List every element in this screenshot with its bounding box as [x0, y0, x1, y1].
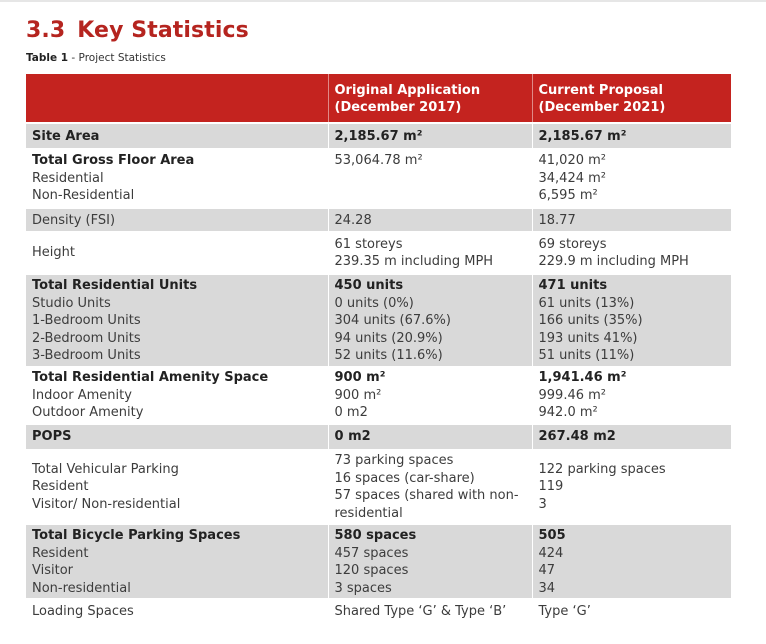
- row-gross-floor-area: Total Gross Floor Area Residential Non-R…: [26, 148, 731, 208]
- row-loading-spaces: Loading Spaces Shared Type ‘G’ & Type ‘B…: [26, 598, 731, 623]
- section-number: 3.3: [26, 18, 66, 43]
- section-title: Key Statistics: [77, 18, 249, 43]
- current-value: 69 storeys: [538, 236, 607, 252]
- header-empty: [26, 74, 328, 123]
- top-divider: [0, 0, 766, 2]
- row-residential-units: Total Residential Units Studio Units 1-B…: [26, 273, 731, 367]
- original-value: 16 spaces (car-share): [334, 470, 475, 486]
- project-statistics-table: Original Application (December 2017) Cur…: [26, 74, 731, 623]
- row-sublabel: Residential: [32, 170, 104, 186]
- row-label: Total Vehicular Parking: [32, 461, 179, 477]
- row-label: POPS: [32, 429, 72, 444]
- original-value: 3 spaces: [334, 580, 392, 596]
- section-heading: 3.3 Key Statistics: [26, 18, 249, 43]
- header-current-proposal: Current Proposal (December 2021): [531, 74, 731, 123]
- original-value: 61 storeys: [334, 236, 403, 252]
- original-value: 52 units (11.6%): [334, 348, 443, 363]
- current-value: 193 units 41%): [538, 330, 638, 346]
- row-sublabel: Non-residential: [32, 580, 131, 596]
- current-value: 267.48 m2: [538, 429, 616, 444]
- row-label: Total Gross Floor Area: [32, 153, 195, 168]
- table-caption-label: Table 1: [26, 52, 69, 64]
- row-sublabel: Indoor Amenity: [32, 387, 132, 403]
- original-value: 450 units: [334, 278, 404, 293]
- row-label: Total Bicycle Parking Spaces: [32, 528, 241, 543]
- row-amenity-space: Total Residential Amenity Space Indoor A…: [26, 366, 731, 424]
- original-value: 304 units (67.6%): [334, 313, 451, 328]
- current-value: 51 units (11%): [538, 348, 635, 363]
- current-value: 119: [538, 479, 564, 495]
- row-sublabel: 3-Bedroom Units: [32, 348, 141, 363]
- current-value: 34: [538, 580, 556, 596]
- original-value: 24.28: [334, 213, 372, 228]
- original-value: 0 m2: [334, 405, 368, 420]
- current-value: 3: [538, 496, 547, 512]
- current-value: 6,595 m²: [538, 188, 598, 203]
- current-value: 471 units: [538, 278, 608, 293]
- current-value: 18.77: [538, 213, 576, 228]
- row-pops: POPS 0 m2 267.48 m2: [26, 423, 731, 450]
- row-sublabel: Visitor/ Non-residential: [32, 496, 181, 512]
- original-value: 900 m²: [334, 370, 386, 385]
- original-value: 900 m²: [334, 387, 382, 403]
- original-value: Shared Type ‘G’ & Type ‘B’: [334, 604, 507, 619]
- original-value: 53,064.78 m²: [334, 153, 423, 168]
- row-sublabel: 1-Bedroom Units: [32, 313, 141, 328]
- row-sublabel: Visitor: [32, 563, 73, 578]
- row-sublabel: 2-Bedroom Units: [32, 330, 141, 346]
- original-value: 457 spaces: [334, 545, 409, 561]
- original-value: 57 spaces (shared with non-: [334, 488, 519, 503]
- row-label: Loading Spaces: [32, 604, 134, 619]
- current-value: 47: [538, 563, 556, 578]
- row-vehicular-parking: Total Vehicular Parking Resident Visitor…: [26, 449, 731, 524]
- current-value: 166 units (35%): [538, 313, 643, 328]
- current-value: 1,941.46 m²: [538, 370, 627, 385]
- original-value: 2,185.67 m²: [334, 129, 423, 144]
- row-sublabel: Outdoor Amenity: [32, 405, 144, 420]
- row-height: Height 61 storeys 239.35 m including MPH…: [26, 231, 731, 274]
- row-density: Density (FSI) 24.28 18.77: [26, 207, 731, 232]
- row-sublabel: Resident: [32, 545, 89, 561]
- row-label: Total Residential Amenity Space: [32, 370, 269, 385]
- current-value: 2,185.67 m²: [538, 129, 627, 144]
- row-sublabel: Resident: [32, 479, 89, 495]
- table-caption: Table 1 - Project Statistics: [26, 52, 166, 64]
- current-value: 942.0 m²: [538, 405, 598, 420]
- row-sublabel: Non-Residential: [32, 188, 135, 203]
- row-label: Total Residential Units: [32, 278, 198, 293]
- row-label: Height: [32, 245, 75, 261]
- current-value: 505: [538, 528, 566, 543]
- current-value: 34,424 m²: [538, 170, 607, 186]
- original-value: 73 parking spaces: [334, 453, 454, 468]
- row-sublabel: Studio Units: [32, 295, 111, 311]
- current-value: 229.9 m including MPH: [538, 254, 689, 269]
- original-value: residential: [334, 505, 403, 521]
- original-value: 0 units (0%): [334, 295, 414, 311]
- original-value: 239.35 m including MPH: [334, 254, 494, 269]
- table-caption-text: - Project Statistics: [68, 52, 166, 64]
- original-value: 120 spaces: [334, 563, 409, 578]
- current-value: 122 parking spaces: [538, 461, 666, 477]
- original-value: 580 spaces: [334, 528, 417, 543]
- row-label: Site Area: [32, 129, 100, 144]
- row-bicycle-parking: Total Bicycle Parking Spaces Resident Vi…: [26, 523, 731, 599]
- current-value: 61 units (13%): [538, 295, 635, 311]
- current-value: 999.46 m²: [538, 387, 607, 403]
- current-value: 41,020 m²: [538, 153, 607, 168]
- original-value: 0 m2: [334, 429, 371, 444]
- table-header-row: Original Application (December 2017) Cur…: [26, 74, 731, 123]
- current-value: Type ‘G’: [538, 604, 591, 619]
- current-value: 424: [538, 545, 564, 561]
- original-value: 94 units (20.9%): [334, 330, 443, 346]
- row-site-area: Site Area 2,185.67 m² 2,185.67 m²: [26, 122, 731, 149]
- header-original-application: Original Application (December 2017): [327, 74, 532, 123]
- row-label: Density (FSI): [32, 213, 116, 228]
